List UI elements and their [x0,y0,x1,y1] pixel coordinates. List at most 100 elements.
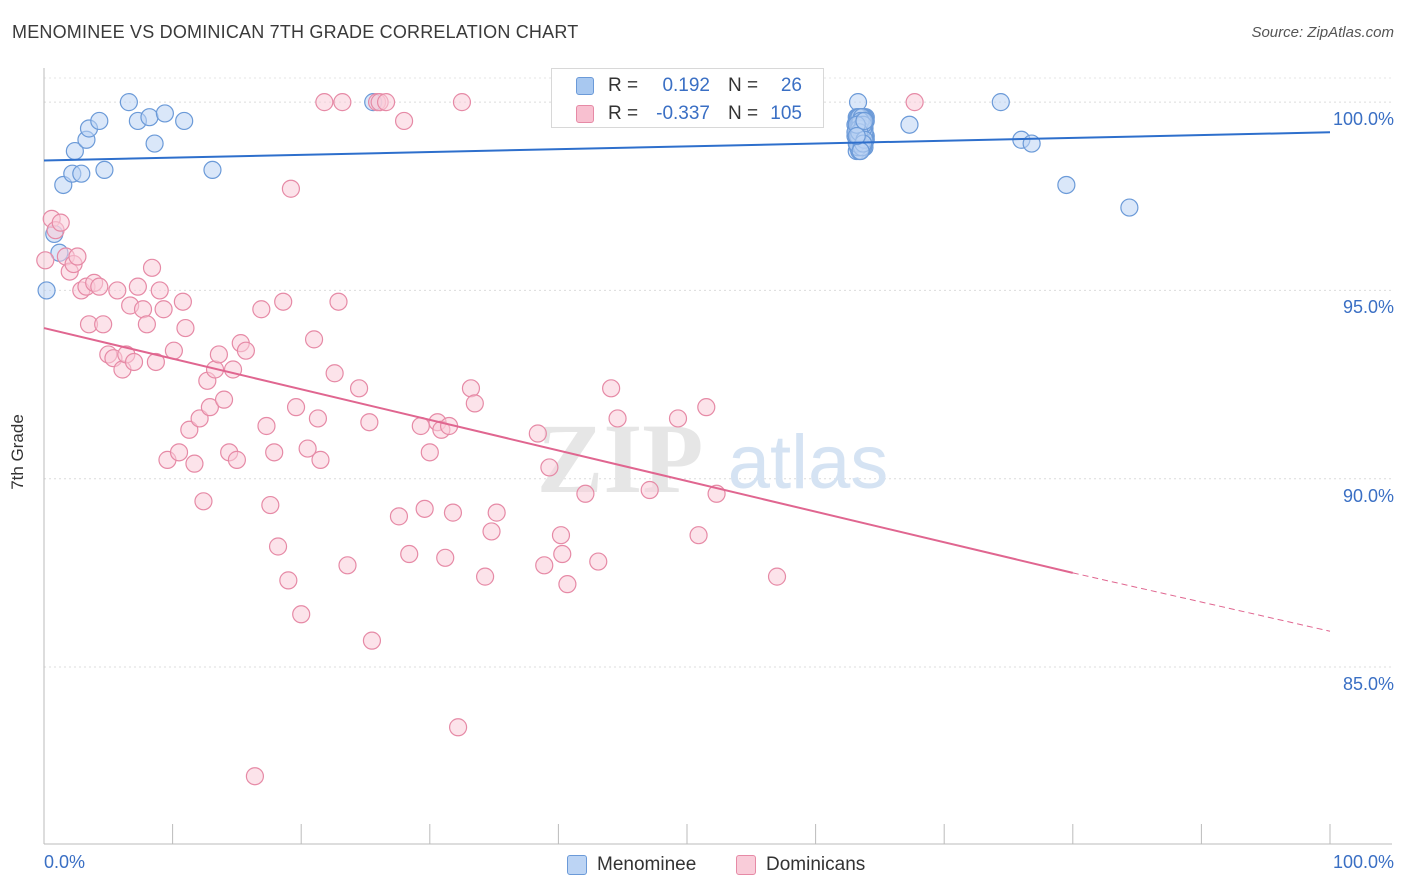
data-point-dominicans [261,495,280,515]
data-point-dominicans [697,398,716,417]
data-point-dominicans [362,631,382,650]
data-point-dominicans [252,300,271,319]
data-point-dominicans [443,503,463,522]
data-point-dominicans [415,499,434,518]
data-point-dominicans [292,605,311,624]
data-point-dominicans [185,454,204,473]
r-value: -0.337 [656,103,710,124]
data-point-dominicans [227,450,246,469]
n-value: 26 [780,75,802,96]
correlation-legend: R = 0.192 N = 26 R = -0.337 N = 105 [551,68,824,128]
data-point-menominee [203,160,222,180]
y-tick-label: 95.0% [1342,297,1394,318]
data-point-dominicans [553,544,572,564]
data-point-dominicans [257,416,276,436]
data-point-menominee [855,111,874,131]
r-value: 0.192 [662,75,710,96]
data-point-dominicans [194,492,213,511]
data-point-dominicans [689,526,708,545]
data-point-dominicans [169,443,189,462]
r-label: R = [608,103,639,124]
series-legend: Menominee Dominicans [0,850,1406,880]
data-point-dominicans [315,93,334,112]
data-point-menominee [848,93,868,112]
data-point-dominicans [68,247,87,266]
data-point-dominicans [245,767,265,786]
legend-label-dominicans: Dominicans [766,854,866,875]
y-tick-label: 100.0% [1332,109,1394,130]
data-point-dominicans [176,318,195,338]
legend-swatch-menominee [567,855,587,875]
trend-line-dominicans-extension [1072,572,1331,632]
data-point-dominicans [420,443,439,462]
x-axis-min-label: 0.0% [44,852,86,872]
data-point-dominicans [150,281,169,300]
data-point-dominicans [767,567,787,586]
data-point-menominee [851,141,870,161]
data-point-dominicans [535,556,554,575]
data-point-dominicans [448,718,468,737]
trend-lines [43,131,1331,632]
data-point-dominicans [128,277,147,296]
data-point-menominee [119,93,138,112]
data-point-dominicans [394,111,414,131]
data-point-dominicans [465,394,484,413]
data-point-menominee [175,111,194,131]
data-point-dominicans [308,409,328,428]
data-point-dominicans [108,281,127,300]
data-point-dominicans [286,398,306,417]
data-point-menominee [847,126,866,146]
y-tick-label: 90.0% [1342,485,1394,506]
data-point-dominicans [190,409,209,428]
axes [43,68,1392,845]
data-point-dominicans [279,571,298,590]
data-point-dominicans [274,292,293,311]
trend-line-dominicans [43,327,1074,574]
data-point-dominicans [668,409,688,428]
data-point-dominicans [154,300,173,319]
data-point-dominicans [461,379,481,398]
data-point-dominicans [452,93,472,112]
data-point-dominicans [602,379,621,398]
y-tick-label: 85.0% [1342,674,1394,694]
data-point-dominicans [36,251,55,270]
data-point-dominicans [551,526,571,545]
data-point-dominicans [298,439,317,458]
data-point-dominicans [475,567,495,586]
data-point-dominicans [360,413,379,432]
data-point-menominee [155,104,174,123]
data-point-dominicans [265,443,284,462]
data-point-dominicans [608,409,627,428]
data-point-menominee [991,93,1010,112]
data-point-dominicans [214,390,234,409]
data-point-menominee [1057,175,1076,195]
data-point-dominicans [540,458,559,477]
data-point-menominee [90,111,109,131]
data-point-dominicans [124,352,144,372]
data-point-dominicans [576,484,595,503]
data-point-dominicans [640,480,659,500]
data-point-dominicans [436,548,455,567]
data-point-dominicans [311,450,330,469]
data-point-menominee [900,115,919,134]
data-point-menominee [37,281,56,300]
data-point-menominee [1120,198,1139,217]
data-point-dominicans [338,556,357,575]
n-label: N = [728,75,759,96]
r-label: R = [608,75,639,96]
n-value: 105 [770,103,802,124]
legend-label-menominee: Menominee [597,854,697,875]
data-point-dominicans [236,341,256,360]
chart-title: MENOMINEE VS DOMINICAN 7TH GRADE CORRELA… [12,22,579,42]
data-point-dominicans [389,507,409,526]
data-point-dominicans [268,537,288,556]
data-point-menominee [72,164,91,183]
data-point-dominicans [281,179,301,198]
data-point-menominee [140,108,159,127]
watermark-atlas: atlas [728,420,889,505]
data-point-dominicans [133,300,153,319]
data-point-dominicans [325,364,344,383]
legend-swatch-dominicans [576,105,594,123]
data-point-dominicans [173,292,192,311]
